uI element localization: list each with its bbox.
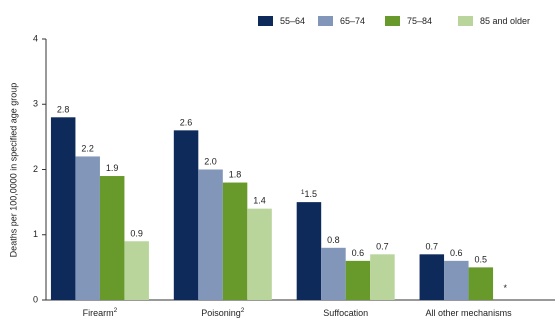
x-tick-label: Suffocation [323, 308, 368, 318]
legend-swatch [318, 16, 333, 26]
value-text: 0.9 [130, 228, 143, 238]
y-tick-label: 4 [33, 33, 38, 43]
legend-label: 75–84 [407, 16, 432, 26]
legend-swatch [258, 16, 273, 26]
y-axis-label: Deaths per 100,0000 in specified age gro… [8, 83, 18, 258]
x-tick-label: All other mechanisms [426, 308, 513, 318]
value-label: 0.7 [426, 241, 439, 251]
bar [247, 208, 272, 300]
category-name: Firearm [83, 308, 114, 318]
value-label: 0.9 [130, 228, 143, 238]
footnote-marker: 2 [241, 307, 245, 314]
category-name: All other mechanisms [426, 308, 513, 318]
bar [419, 254, 445, 300]
value-text: 2.6 [180, 117, 193, 127]
value-label: 1.8 [229, 170, 242, 180]
legend-swatch [385, 16, 400, 26]
value-text: 0.7 [426, 241, 439, 251]
value-label: * [504, 283, 508, 293]
x-tick-label: Firearm2 [83, 307, 118, 318]
value-label: 0.8 [327, 235, 340, 245]
value-label: 0.6 [352, 248, 365, 258]
value-text: 1.9 [106, 163, 119, 173]
bar [468, 267, 494, 300]
value-label: 0.6 [450, 248, 463, 258]
value-label: 11.5 [301, 189, 317, 199]
bar [75, 156, 100, 300]
value-text: 0.7 [376, 241, 389, 251]
value-text: 0.8 [327, 235, 340, 245]
footnote-marker: 2 [114, 307, 118, 314]
y-tick-label: 2 [33, 164, 38, 174]
value-text: 0.5 [475, 254, 488, 264]
bar [444, 260, 469, 300]
value-text: 0.6 [450, 248, 463, 258]
bar [173, 130, 199, 300]
y-tick-label: 0 [33, 294, 38, 304]
x-tick-label: Poisoning2 [201, 307, 245, 318]
value-text: 2.0 [204, 157, 217, 167]
value-label: 2.8 [57, 104, 70, 114]
value-label: 0.5 [475, 254, 488, 264]
legend-label: 65–74 [340, 16, 365, 26]
bar [296, 202, 322, 300]
bar [99, 176, 125, 300]
value-text: 1.5 [304, 189, 317, 199]
value-label: 2.0 [204, 157, 217, 167]
value-label: 0.7 [376, 241, 389, 251]
value-text: 2.2 [81, 143, 94, 153]
value-text: 1.8 [229, 170, 242, 180]
legend-label: 85 and older [480, 16, 530, 26]
bar [345, 260, 371, 300]
bar [222, 182, 248, 300]
value-text: * [504, 283, 508, 293]
value-text: 1.4 [253, 196, 266, 206]
y-tick-label: 3 [33, 99, 38, 109]
category-name: Poisoning [201, 308, 241, 318]
y-tick-label: 1 [33, 229, 38, 239]
bar [50, 117, 76, 300]
footnote-marker: 1 [301, 189, 305, 196]
bar [321, 247, 346, 300]
value-label: 2.2 [81, 143, 94, 153]
value-label: 1.4 [253, 196, 266, 206]
value-text: 0.6 [352, 248, 365, 258]
bar [370, 254, 395, 300]
legend-label: 55–64 [280, 16, 305, 26]
category-name: Suffocation [323, 308, 368, 318]
bar [198, 169, 223, 300]
value-text: 2.8 [57, 104, 70, 114]
value-label: 1.9 [106, 163, 119, 173]
value-label: 2.6 [180, 117, 193, 127]
bar [124, 241, 149, 300]
legend-swatch [458, 16, 473, 26]
